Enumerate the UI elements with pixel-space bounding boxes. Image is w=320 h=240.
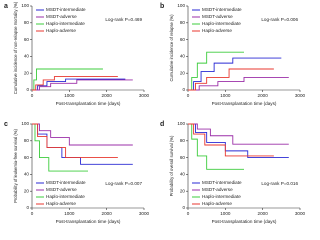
x-tick-label: 2000 <box>102 211 113 216</box>
legend-label: MSDT-adverse <box>202 14 233 19</box>
y-axis-label: Cumulative incidence of relapse (%) <box>169 14 174 82</box>
x-tick-label: 1000 <box>64 93 75 98</box>
survival-curve <box>188 76 289 91</box>
panel-label: a <box>4 3 8 10</box>
y-tick-label: 60 <box>24 37 30 42</box>
legend-label: Haplo-adverse <box>202 201 232 206</box>
survival-curve <box>32 76 118 91</box>
x-axis-label: Post-transplantation time (days) <box>56 101 121 106</box>
y-tick-label: 20 <box>24 70 30 75</box>
survival-curve <box>188 123 274 157</box>
survival-curve <box>188 123 289 145</box>
x-axis-label: Post-transplantation time (days) <box>56 219 121 224</box>
y-tick-label: 0 <box>26 205 29 210</box>
legend-label: MSDT-intermediate <box>46 180 86 185</box>
legend-label: Haplo-adverse <box>46 201 76 206</box>
legend-label: MSDT-adverse <box>46 14 77 19</box>
y-tick-label: 80 <box>180 138 186 143</box>
x-tick-label: 1000 <box>220 93 231 98</box>
y-tick-label: 100 <box>177 3 185 8</box>
annotation: Log-rank P=0.006 <box>261 17 298 22</box>
survival-curve <box>32 79 133 91</box>
survival-curve <box>32 123 88 172</box>
annotation: Log-rank P=0.469 <box>105 17 142 22</box>
y-tick-label: 60 <box>180 37 186 42</box>
x-tick-label: 0 <box>187 211 190 216</box>
y-tick-label: 100 <box>177 121 185 126</box>
y-tick-label: 20 <box>180 70 186 75</box>
survival-curve <box>188 68 274 91</box>
y-tick-label: 40 <box>180 54 186 59</box>
x-axis-label: Post-transplantation time (days) <box>212 219 277 224</box>
legend-label: Haplo-adverse <box>46 28 76 33</box>
annotation: Log-rank P=0.016 <box>261 181 298 186</box>
x-tick-label: 3000 <box>139 93 150 98</box>
y-tick-label: 20 <box>180 188 186 193</box>
survival-curve <box>188 57 282 91</box>
legend-label: Haplo-intermediate <box>202 194 241 199</box>
legend-label: Haplo-adverse <box>202 28 232 33</box>
annotation: Log-rank P=0.007 <box>105 181 142 186</box>
y-tick-label: 0 <box>182 205 185 210</box>
y-tick-label: 40 <box>180 172 186 177</box>
legend-label: MSDT-adverse <box>46 187 77 192</box>
y-tick-label: 80 <box>24 138 30 143</box>
panel-label: c <box>4 121 8 128</box>
x-tick-label: 3000 <box>295 93 306 98</box>
x-tick-label: 2000 <box>102 93 113 98</box>
x-tick-label: 1000 <box>64 211 75 216</box>
y-tick-label: 100 <box>21 3 29 8</box>
legend-label: MSDT-intermediate <box>46 7 86 12</box>
panel-label: b <box>160 3 164 10</box>
y-axis-label: Probability of leukemia-free survival (%… <box>13 129 18 203</box>
legend-label: MSDT-intermediate <box>202 180 242 185</box>
y-tick-label: 0 <box>182 87 185 92</box>
x-tick-label: 3000 <box>295 211 306 216</box>
x-tick-label: 0 <box>187 93 190 98</box>
y-axis-label: Probability of overall survival (%) <box>169 135 174 196</box>
x-axis-label: Post-transplantation time (days) <box>212 101 277 106</box>
legend-label: MSDT-intermediate <box>202 7 242 12</box>
survival-curve <box>32 123 118 159</box>
x-tick-label: 3000 <box>139 211 150 216</box>
y-tick-label: 0 <box>26 87 29 92</box>
y-tick-label: 20 <box>24 188 30 193</box>
legend-label: MSDT-adverse <box>202 187 233 192</box>
survival-curve <box>32 78 126 91</box>
x-tick-label: 2000 <box>258 93 269 98</box>
legend-label: Haplo-intermediate <box>202 21 241 26</box>
survival-curve <box>188 123 289 159</box>
panel-label: d <box>160 121 164 128</box>
x-tick-label: 2000 <box>258 211 269 216</box>
x-tick-label: 0 <box>31 93 34 98</box>
y-tick-label: 100 <box>21 121 29 126</box>
x-tick-label: 0 <box>31 211 34 216</box>
y-tick-label: 40 <box>24 54 30 59</box>
y-axis-label: Cumulative incidence of non-relapse mort… <box>13 1 18 94</box>
y-tick-label: 60 <box>180 155 186 160</box>
legend-label: Haplo-intermediate <box>46 21 85 26</box>
x-tick-label: 1000 <box>220 211 231 216</box>
y-tick-label: 40 <box>24 172 30 177</box>
survival-curve <box>188 51 244 91</box>
survival-curve <box>188 123 244 170</box>
survival-curve <box>32 123 133 146</box>
y-tick-label: 80 <box>24 20 30 25</box>
legend-label: Haplo-intermediate <box>46 194 85 199</box>
y-tick-label: 80 <box>180 20 186 25</box>
y-tick-label: 60 <box>24 155 30 160</box>
